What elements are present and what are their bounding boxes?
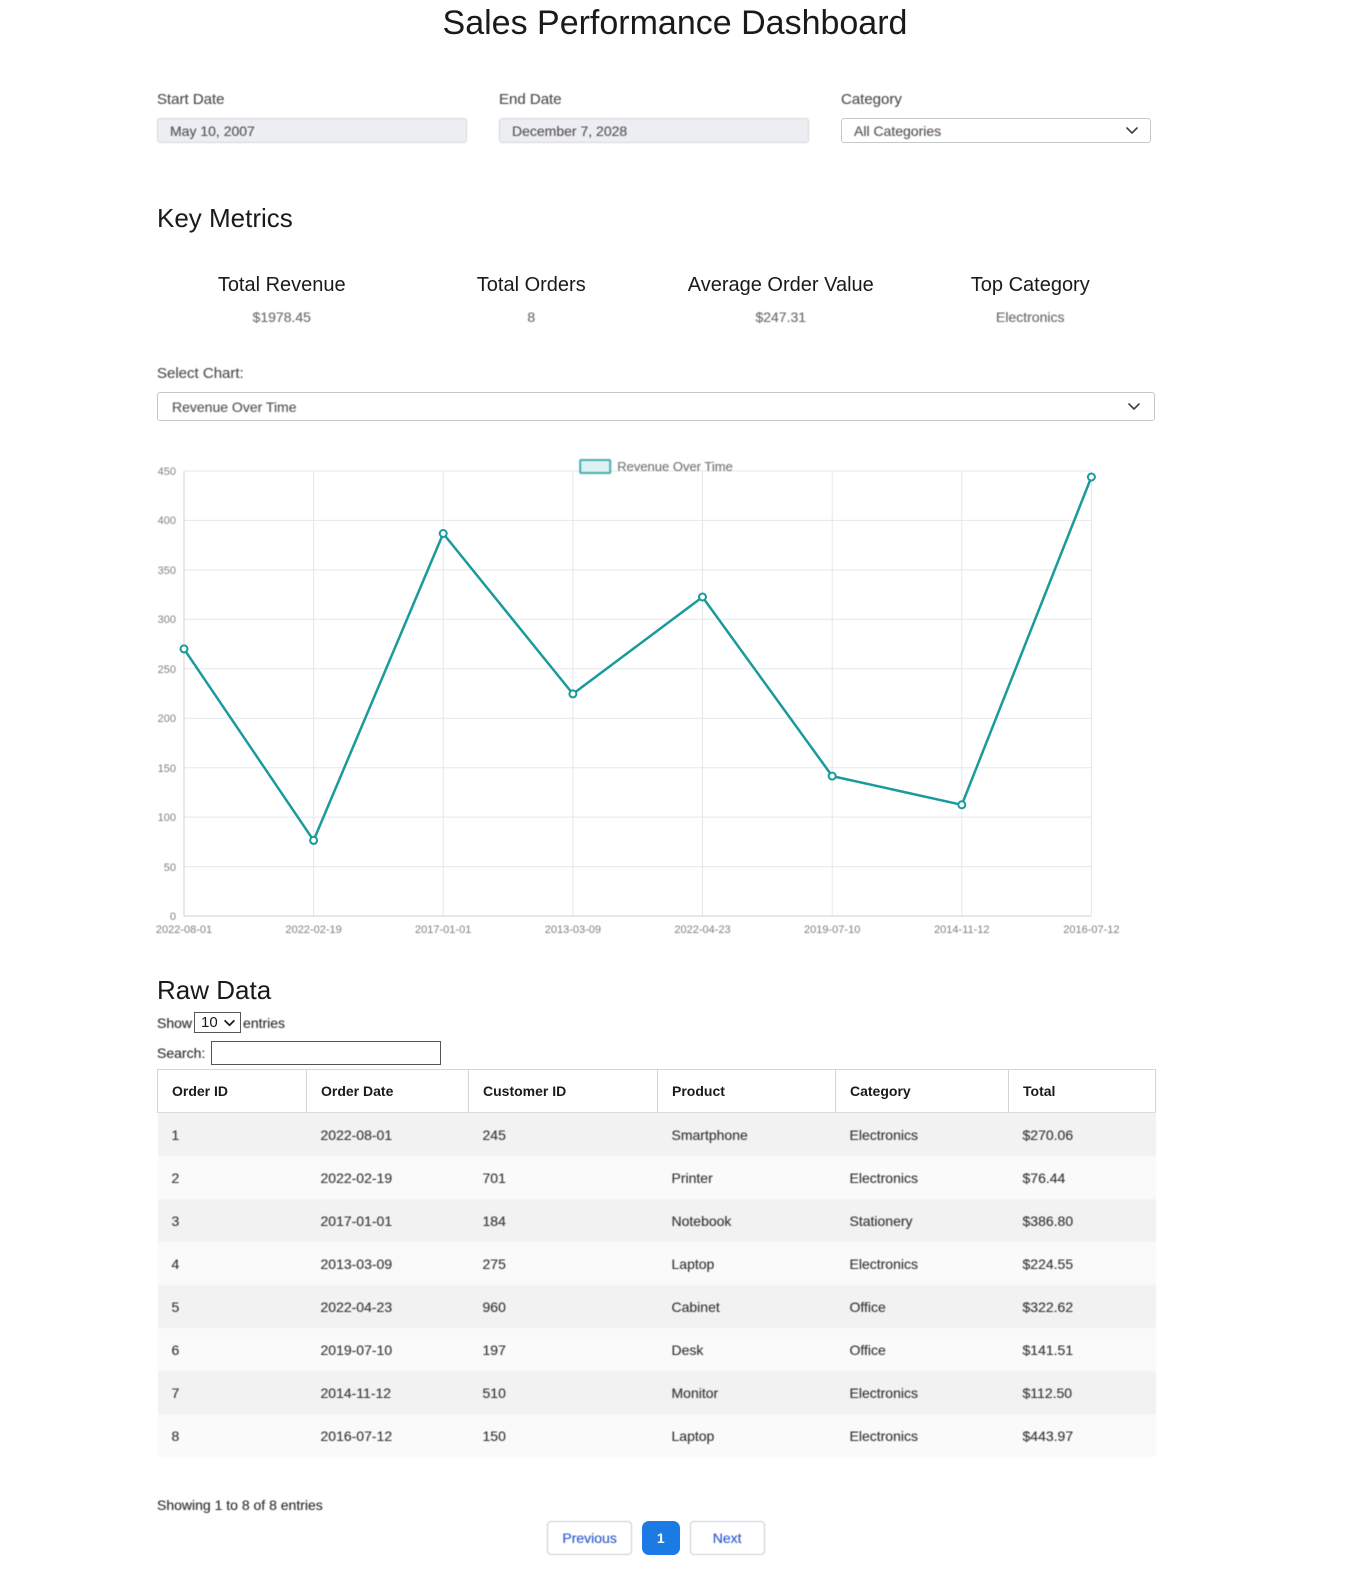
svg-text:2022-08-01: 2022-08-01 bbox=[156, 924, 212, 936]
svg-text:350: 350 bbox=[158, 565, 176, 577]
svg-text:450: 450 bbox=[158, 466, 176, 478]
svg-text:2016-07-12: 2016-07-12 bbox=[1063, 924, 1119, 936]
svg-text:150: 150 bbox=[158, 763, 176, 775]
svg-text:0: 0 bbox=[170, 911, 176, 923]
svg-text:2017-01-01: 2017-01-01 bbox=[415, 924, 471, 936]
svg-text:50: 50 bbox=[164, 862, 176, 874]
svg-text:400: 400 bbox=[158, 515, 176, 527]
svg-text:2022-02-19: 2022-02-19 bbox=[285, 924, 341, 936]
svg-text:300: 300 bbox=[158, 614, 176, 626]
svg-text:200: 200 bbox=[158, 713, 176, 725]
svg-text:100: 100 bbox=[158, 812, 176, 824]
svg-text:2013-03-09: 2013-03-09 bbox=[545, 924, 601, 936]
svg-text:2022-04-23: 2022-04-23 bbox=[674, 924, 730, 936]
svg-text:250: 250 bbox=[158, 664, 176, 676]
svg-text:2014-11-12: 2014-11-12 bbox=[934, 924, 989, 936]
svg-text:2019-07-10: 2019-07-10 bbox=[804, 924, 860, 936]
